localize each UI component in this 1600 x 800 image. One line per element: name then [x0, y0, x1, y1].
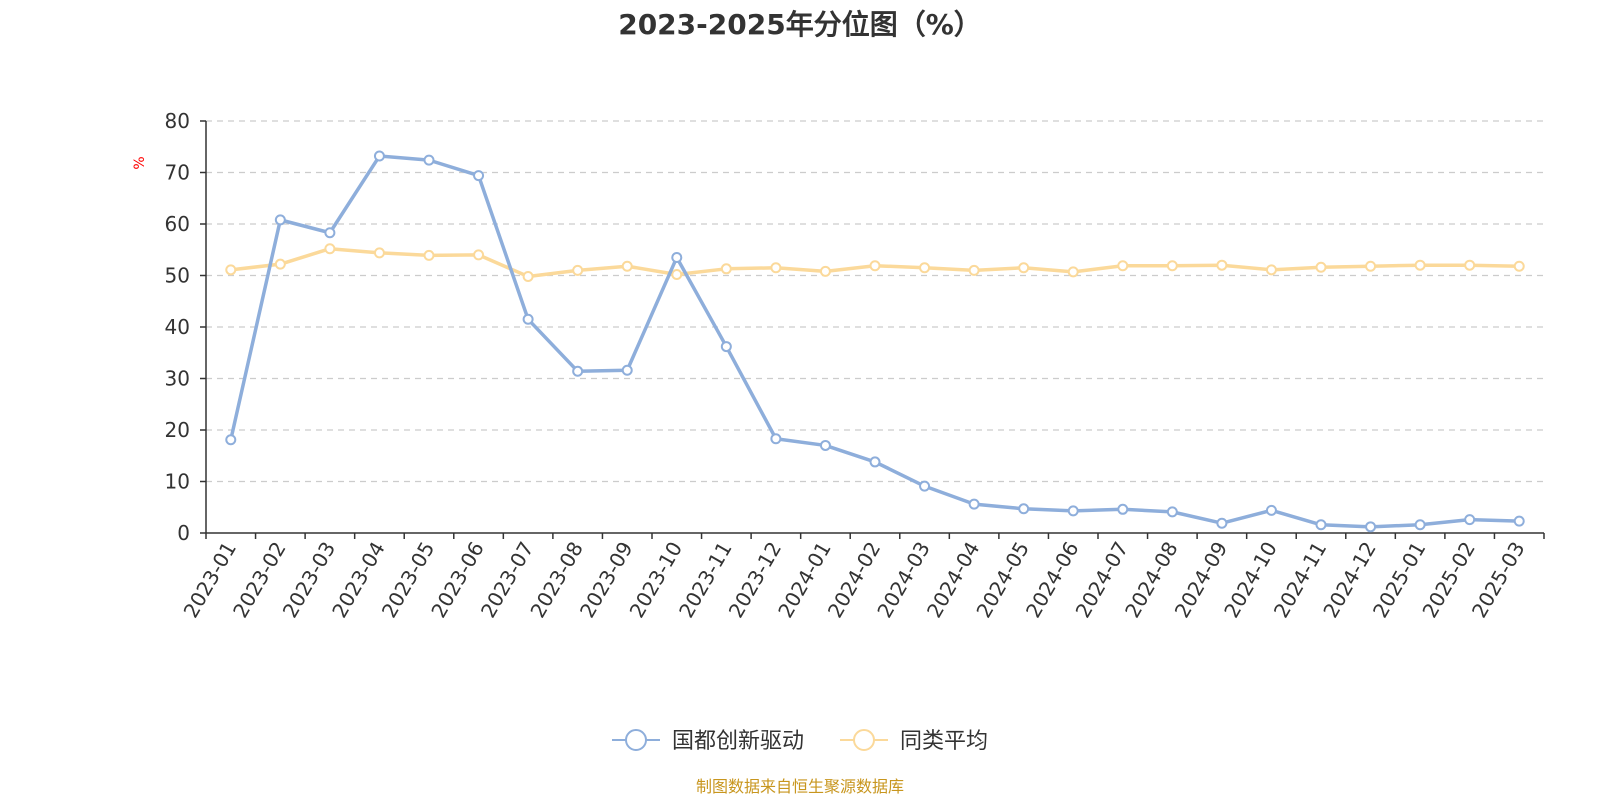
data-point — [572, 264, 584, 276]
data-point — [1414, 259, 1426, 271]
data-point — [324, 243, 336, 255]
legend-label: 同类平均 — [900, 729, 988, 754]
data-point — [1117, 260, 1129, 272]
data-point — [274, 214, 286, 226]
y-axis-label: % — [132, 156, 148, 169]
y-tick-labels: 0 10 20 30 40 50 60 70 80 — [165, 109, 190, 545]
legend-item[interactable]: 同类平均 — [840, 729, 988, 754]
data-point — [720, 341, 732, 353]
data-point — [1464, 259, 1476, 271]
data-point — [522, 313, 534, 325]
data-point — [522, 271, 534, 283]
data-point — [1018, 262, 1030, 274]
legend-marker-icon — [625, 729, 647, 751]
data-point — [720, 263, 732, 275]
data-point — [1216, 259, 1228, 271]
series-1 — [225, 150, 1525, 533]
data-point — [225, 434, 237, 446]
data-point — [621, 364, 633, 376]
data-point — [968, 498, 980, 510]
data-point — [423, 249, 435, 261]
data-point — [819, 265, 831, 277]
y-tick-label: 40 — [165, 315, 190, 339]
series-lines — [225, 150, 1525, 533]
y-tick-label: 20 — [165, 418, 190, 442]
source-note: 制图数据来自恒生聚源数据库 — [696, 777, 904, 796]
x-tick-labels: 2023-012023-022023-032023-042023-052023-… — [179, 538, 1530, 622]
data-point — [1315, 261, 1327, 273]
data-point — [621, 260, 633, 272]
data-point — [919, 262, 931, 274]
data-point — [770, 433, 782, 445]
data-point — [473, 170, 485, 182]
data-point — [1265, 504, 1277, 516]
data-point — [1513, 260, 1525, 272]
y-tick-label: 70 — [165, 161, 190, 185]
y-tick-label: 80 — [165, 109, 190, 133]
data-point — [1067, 266, 1079, 278]
data-point — [373, 247, 385, 259]
y-tick-label: 0 — [177, 521, 190, 545]
data-point — [770, 262, 782, 274]
y-tick-label: 50 — [165, 264, 190, 288]
legend: 国都创新驱动 同类平均 — [612, 729, 988, 754]
data-point — [324, 227, 336, 239]
data-point — [1216, 517, 1228, 529]
data-point — [1067, 505, 1079, 517]
data-point — [1117, 503, 1129, 515]
data-point — [1166, 506, 1178, 518]
data-point — [423, 154, 435, 166]
data-point — [572, 365, 584, 377]
data-point — [473, 249, 485, 261]
data-point — [274, 258, 286, 270]
data-point — [919, 480, 931, 492]
y-tick-label: 30 — [165, 367, 190, 391]
data-point — [1513, 515, 1525, 527]
y-tick-label: 10 — [165, 470, 190, 494]
legend-item[interactable]: 国都创新驱动 — [612, 729, 804, 754]
data-point — [869, 260, 881, 272]
axes — [200, 120, 1545, 539]
chart-title: 2023-2025年分位图（%） — [618, 8, 982, 41]
data-point — [1365, 521, 1377, 533]
legend-label: 国都创新驱动 — [672, 729, 804, 754]
data-point — [373, 150, 385, 162]
data-point — [671, 268, 683, 280]
data-point — [1166, 260, 1178, 272]
series-2 — [225, 243, 1525, 283]
data-point — [819, 439, 831, 451]
legend-marker-icon — [853, 729, 875, 751]
data-point — [1414, 519, 1426, 531]
data-point — [1315, 519, 1327, 531]
data-point — [968, 264, 980, 276]
series-line — [229, 154, 1521, 529]
data-point — [671, 251, 683, 263]
data-point — [1265, 264, 1277, 276]
y-tick-label: 60 — [165, 212, 190, 236]
data-point — [1464, 514, 1476, 526]
data-point — [1018, 503, 1030, 515]
data-point — [225, 264, 237, 276]
data-point — [869, 456, 881, 468]
data-point — [1365, 260, 1377, 272]
grid-lines — [206, 120, 1544, 483]
